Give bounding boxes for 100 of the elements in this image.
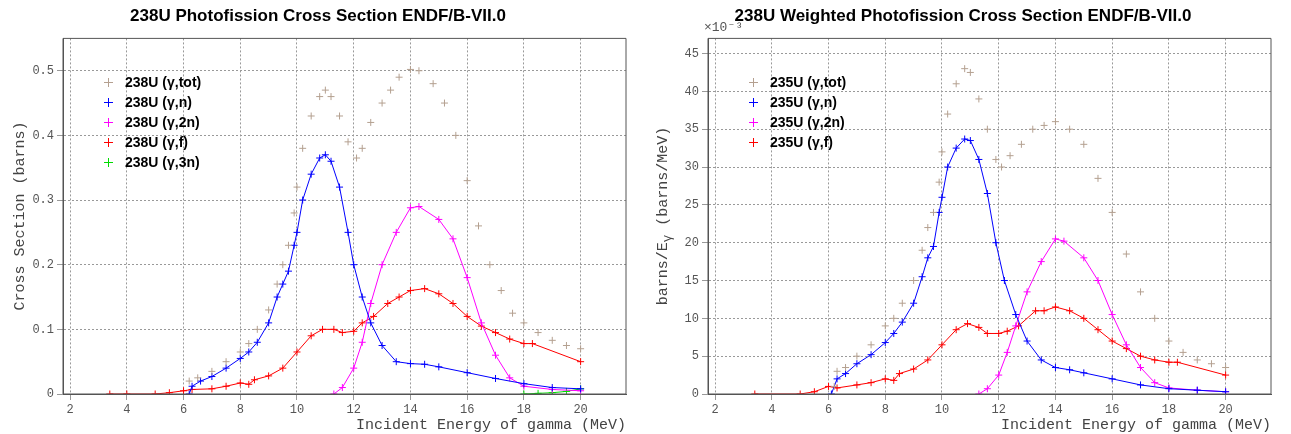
point — [1051, 117, 1060, 126]
point — [463, 176, 472, 185]
point — [222, 382, 231, 391]
point — [244, 339, 253, 348]
x-tick-label: 6 — [179, 403, 188, 418]
point — [1221, 363, 1230, 372]
legend-label: 238U (γ,2n) — [125, 114, 200, 130]
point — [434, 215, 443, 224]
point — [420, 284, 429, 293]
point — [937, 147, 946, 156]
point — [1136, 287, 1145, 296]
x-tick-label: 2 — [711, 403, 719, 418]
point — [562, 341, 571, 350]
point — [298, 196, 307, 205]
point — [253, 338, 262, 347]
x-tick-label: 4 — [768, 403, 776, 418]
point — [548, 336, 557, 345]
point — [898, 318, 907, 327]
legend-label: 238U (γ,tot) — [125, 74, 202, 90]
point — [881, 374, 890, 383]
point — [307, 111, 316, 120]
point — [1108, 374, 1117, 383]
point — [1059, 237, 1068, 246]
point — [867, 378, 876, 387]
point — [935, 178, 944, 187]
point — [1017, 140, 1026, 149]
y-tick-label: 0.2 — [32, 257, 54, 272]
point — [952, 79, 961, 88]
point — [298, 144, 307, 153]
point — [994, 329, 1003, 338]
point — [889, 376, 898, 385]
point — [991, 155, 1000, 164]
point — [923, 223, 932, 232]
point — [867, 350, 876, 359]
point — [448, 299, 457, 308]
point — [395, 293, 404, 302]
point — [534, 328, 543, 337]
point — [1173, 358, 1182, 367]
point — [292, 228, 301, 237]
point — [508, 309, 517, 318]
point — [1065, 306, 1074, 315]
point — [1164, 337, 1173, 346]
point — [937, 193, 946, 202]
x-tick-label: 6 — [824, 403, 833, 418]
point — [491, 328, 500, 337]
point — [264, 318, 273, 327]
point — [451, 131, 460, 140]
point — [1164, 358, 1173, 367]
point — [358, 318, 367, 327]
point — [414, 202, 423, 211]
point — [1051, 363, 1060, 372]
point — [273, 280, 282, 289]
x-tick-label: 14 — [1048, 403, 1063, 418]
point — [264, 305, 273, 314]
point — [1040, 121, 1049, 130]
point — [307, 170, 316, 179]
point — [434, 362, 443, 371]
point — [369, 312, 378, 321]
point — [193, 373, 202, 382]
point — [406, 286, 415, 295]
text: ×10⁻³ — [704, 20, 744, 36]
point — [1079, 140, 1088, 149]
point — [284, 241, 293, 250]
point — [395, 73, 404, 82]
point — [318, 325, 327, 334]
x-tick-label: 12 — [346, 403, 361, 418]
point — [1150, 355, 1159, 364]
point — [909, 365, 918, 374]
point — [440, 99, 449, 108]
point — [358, 338, 367, 347]
point — [1207, 359, 1216, 368]
point — [335, 111, 344, 120]
y-tick-label: 10 — [684, 311, 699, 326]
point — [889, 329, 898, 338]
point — [1093, 276, 1102, 285]
point — [983, 384, 992, 393]
point — [307, 331, 316, 340]
point — [349, 260, 358, 269]
y-tick-label: 20 — [684, 235, 699, 250]
legend-label: 235U (γ,f) — [770, 134, 834, 150]
point — [378, 341, 387, 350]
legend-label: 238U (γ,f) — [125, 134, 189, 150]
point — [392, 228, 401, 237]
point — [1136, 352, 1145, 361]
point — [414, 66, 423, 75]
point — [991, 238, 1000, 247]
y-tick-label: 5 — [691, 349, 699, 364]
point — [463, 273, 472, 282]
x-tick-label: 10 — [934, 403, 950, 418]
point — [1079, 253, 1088, 262]
point — [505, 335, 514, 344]
point — [292, 347, 301, 356]
y-tick-label: 35 — [684, 122, 699, 137]
point — [974, 155, 983, 164]
point — [1023, 287, 1032, 296]
legend-label: 235U (γ,tot) — [770, 74, 847, 90]
point — [244, 347, 253, 356]
point — [406, 359, 415, 368]
point — [1023, 337, 1032, 346]
y-tick-label: 40 — [684, 84, 699, 99]
